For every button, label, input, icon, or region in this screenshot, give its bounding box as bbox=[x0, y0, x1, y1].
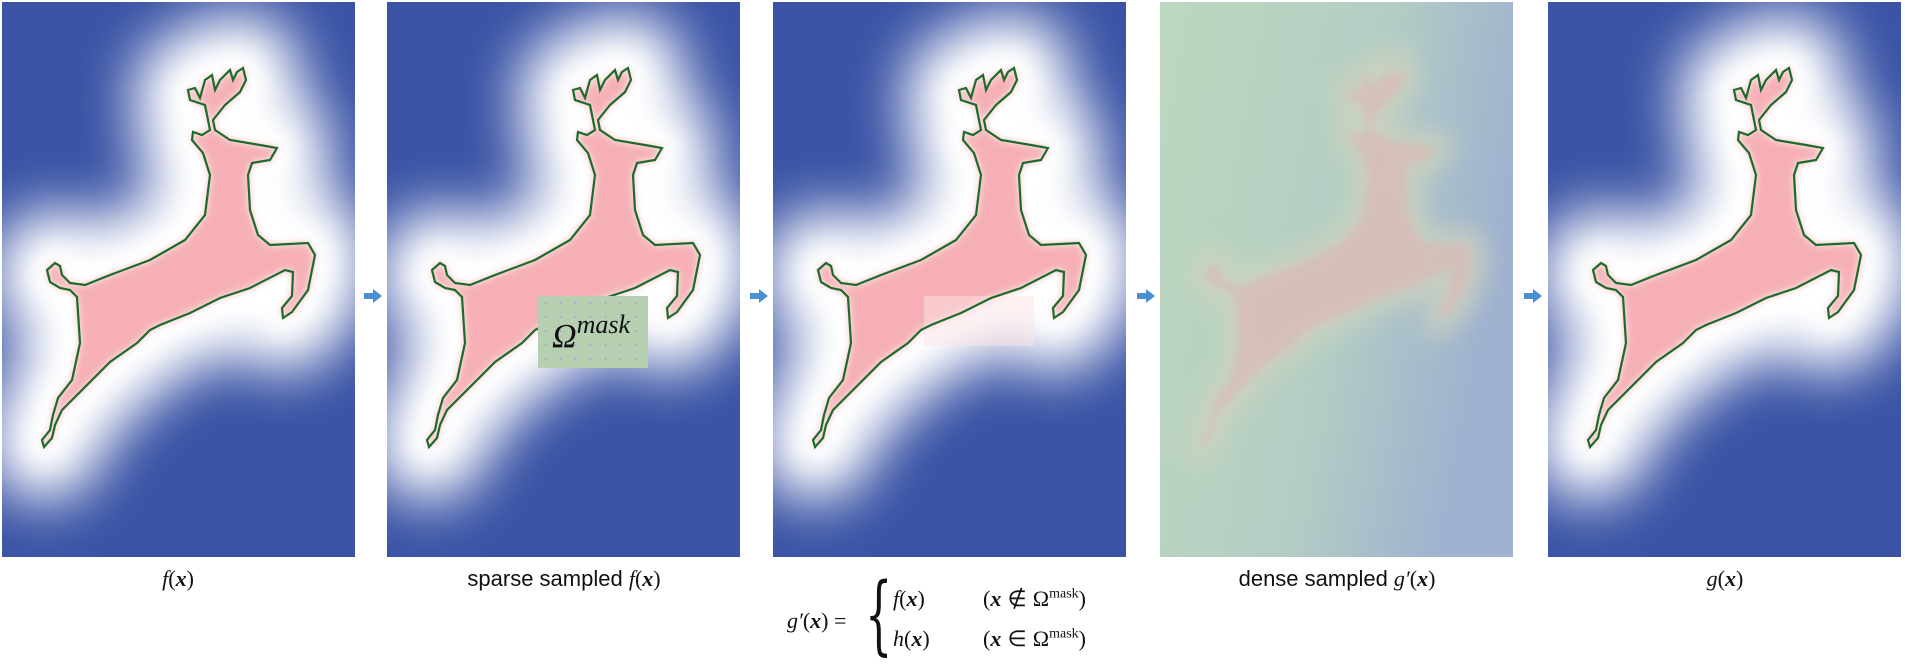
mask-region: Ωmask bbox=[538, 296, 648, 368]
arrow-right-icon bbox=[750, 289, 768, 303]
label-g-x: g(x) bbox=[1706, 566, 1744, 591]
brace: { bbox=[865, 565, 893, 665]
case-inside-mask: h(x) (x ∈ Ωmask) bbox=[893, 626, 1086, 651]
panel-dense-sampled bbox=[1160, 2, 1513, 557]
label-sparse-sampled: sparse sampled f(x) bbox=[467, 566, 661, 591]
arrow-right-icon bbox=[1524, 289, 1542, 303]
arrow-right-icon bbox=[364, 289, 382, 303]
panel-f-original bbox=[0, 2, 360, 557]
arrow-right-icon bbox=[1137, 289, 1155, 303]
label-dense-sampled: dense sampled g′(x) bbox=[1238, 566, 1436, 591]
panel-g-prime-composite bbox=[771, 2, 1131, 557]
panel-sparse-sampled bbox=[385, 2, 745, 557]
piecewise-equation: g′(x) = { f(x) (x ∉ Ωmask) h(x) (x ∈ Ωma… bbox=[787, 565, 1086, 665]
omega-symbol: Ω bbox=[552, 318, 577, 355]
label-f-x: f(x) bbox=[162, 566, 194, 591]
mask-superscript: mask bbox=[576, 310, 631, 339]
case-outside-mask: f(x) (x ∉ Ωmask) bbox=[893, 586, 1086, 611]
panel-g-result bbox=[1546, 2, 1905, 557]
